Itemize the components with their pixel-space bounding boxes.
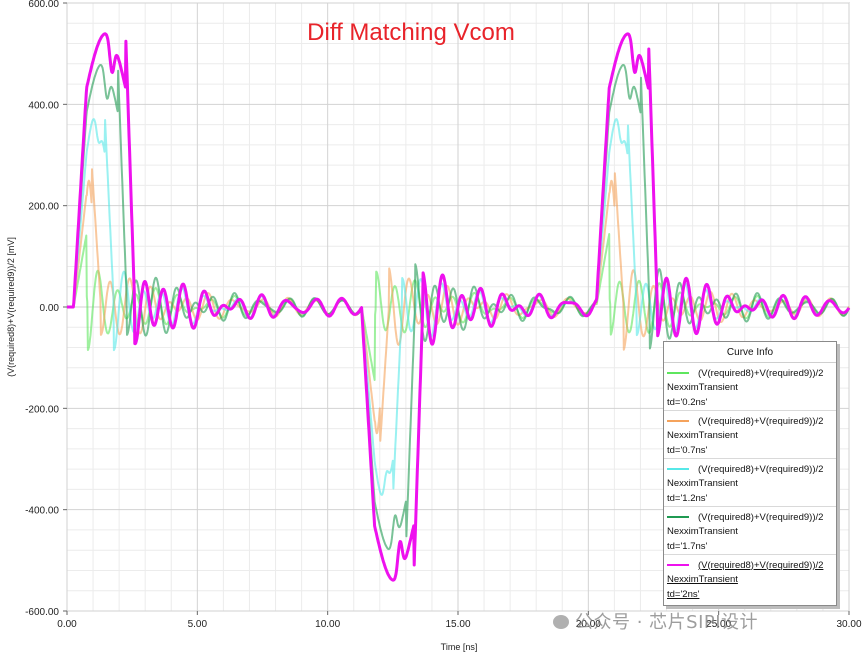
x-tick-label: 10.00 bbox=[315, 619, 340, 630]
watermark-text: 公众号 · 芯片SIPI设计 bbox=[575, 612, 759, 633]
y-tick-label: -400.00 bbox=[25, 506, 59, 517]
x-tick-label: 0.00 bbox=[57, 619, 77, 630]
legend-source: NexximTransient bbox=[667, 478, 738, 489]
legend-expression: (V(required8)+V(required9))/2 bbox=[698, 511, 824, 523]
legend-param: td='0.2ns' bbox=[667, 397, 708, 408]
y-tick-label: 0.00 bbox=[40, 303, 60, 314]
legend-expression: (V(required8)+V(required9))/2 bbox=[698, 559, 824, 571]
legend-expression: (V(required8)+V(required9))/2 bbox=[698, 367, 824, 379]
legend-param: td='0.7ns' bbox=[667, 445, 708, 456]
y-tick-label: 600.00 bbox=[28, 0, 59, 10]
y-tick-label: -600.00 bbox=[25, 607, 59, 618]
legend-source: NexximTransient bbox=[667, 526, 738, 537]
x-tick-label: 25.00 bbox=[706, 619, 731, 630]
legend-param: td='1.7ns' bbox=[667, 541, 708, 552]
legend-entry[interactable]: (V(required8)+V(required9))/2 NexximTran… bbox=[664, 459, 836, 507]
legend-expression: (V(required8)+V(required9))/2 bbox=[698, 463, 824, 475]
x-axis-title: Time [ns] bbox=[441, 642, 478, 652]
legend-entry[interactable]: (V(required8)+V(required9))/2 NexximTran… bbox=[664, 363, 836, 411]
legend-swatch bbox=[667, 468, 689, 470]
x-tick-label: 30.00 bbox=[836, 619, 861, 630]
legend-swatch bbox=[667, 372, 689, 374]
legend-swatch bbox=[667, 564, 689, 566]
legend-entry[interactable]: (V(required8)+V(required9))/2 NexximTran… bbox=[664, 411, 836, 459]
grid bbox=[66, 2, 850, 612]
x-tick-label: 15.00 bbox=[445, 619, 470, 630]
legend-param: td='2ns' bbox=[667, 589, 700, 600]
ticks: 0.00 5.00 10.00 15.00 20.00 25.00 30.00 600.00 4… bbox=[25, 0, 862, 630]
legend-swatch bbox=[667, 420, 689, 422]
legend-source: NexximTransient bbox=[667, 430, 738, 441]
legend-swatch bbox=[667, 516, 689, 518]
watermark: 公众号 · 芯片SIPI设计 bbox=[553, 608, 758, 634]
legend-source: NexximTransient bbox=[667, 382, 738, 393]
legend-entry[interactable]: (V(required8)+V(required9))/2 NexximTran… bbox=[664, 555, 836, 603]
legend-entry[interactable]: (V(required8)+V(required9))/2 NexximTran… bbox=[664, 507, 836, 555]
y-tick-label: -200.00 bbox=[25, 404, 59, 415]
y-tick-label: 200.00 bbox=[28, 202, 59, 213]
legend-title: Curve Info bbox=[664, 342, 836, 363]
wechat-icon bbox=[553, 615, 569, 629]
legend-expression: (V(required8)+V(required9))/2 bbox=[698, 415, 824, 427]
curve-info-legend[interactable]: Curve Info (V(required8)+V(required9))/2… bbox=[663, 341, 837, 606]
y-axis-title: (V(required8)+V(required9))/2 [mV] bbox=[6, 237, 16, 377]
series-line bbox=[66, 32, 851, 582]
legend-param: td='1.2ns' bbox=[667, 493, 708, 504]
chart-title: Diff Matching Vcom bbox=[307, 19, 515, 46]
x-tick-label: 20.00 bbox=[576, 619, 601, 630]
legend-source: NexximTransient bbox=[667, 574, 738, 585]
series-group bbox=[66, 32, 851, 582]
y-tick-label: 400.00 bbox=[28, 100, 59, 111]
x-tick-label: 5.00 bbox=[188, 619, 208, 630]
